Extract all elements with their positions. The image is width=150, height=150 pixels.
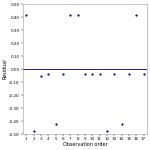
Point	[113, 73, 116, 76]
Point	[54, 122, 57, 125]
Point	[32, 130, 35, 133]
Point	[91, 73, 93, 76]
Point	[120, 122, 123, 125]
Point	[84, 73, 86, 76]
Point	[98, 73, 101, 76]
Point	[142, 73, 145, 76]
Point	[25, 14, 27, 16]
Point	[62, 73, 64, 76]
Point	[69, 14, 71, 16]
Point	[47, 73, 50, 76]
Point	[76, 14, 79, 16]
Point	[40, 74, 42, 77]
X-axis label: Observation order: Observation order	[63, 142, 107, 147]
Point	[128, 73, 130, 76]
Point	[106, 130, 108, 133]
Point	[135, 14, 137, 16]
Y-axis label: Residual: Residual	[3, 59, 8, 80]
